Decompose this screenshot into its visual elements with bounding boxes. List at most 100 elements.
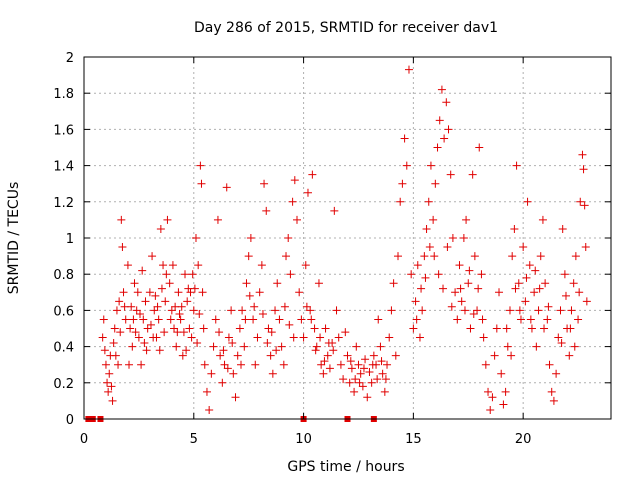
data-point <box>229 369 238 378</box>
data-point <box>453 315 462 324</box>
data-point <box>374 315 383 324</box>
y-tick-label: 0.6 <box>53 304 74 319</box>
data-point <box>146 320 155 329</box>
y-tick-label: 1.6 <box>53 123 74 138</box>
data-point <box>198 288 207 297</box>
x-tick-label: 20 <box>515 432 532 447</box>
data-point <box>543 315 552 324</box>
data-point <box>377 357 386 366</box>
data-point <box>373 375 382 384</box>
data-point <box>153 302 162 311</box>
data-point <box>320 357 329 366</box>
data-point <box>149 333 158 342</box>
data-point <box>574 315 583 324</box>
data-point <box>190 284 199 293</box>
data-point <box>245 291 254 300</box>
data-point <box>343 351 352 360</box>
data-point <box>286 270 295 279</box>
data-point <box>137 360 146 369</box>
data-point <box>289 333 298 342</box>
data-point <box>110 324 119 333</box>
data-point <box>439 284 448 293</box>
data-point <box>299 333 308 342</box>
data-point <box>209 342 218 351</box>
data-point <box>354 360 363 369</box>
y-tick-labels: 0 0.2 0.4 0.6 0.8 1 1.2 1.4 1.6 1.8 2 <box>53 51 74 428</box>
data-point <box>321 324 330 333</box>
data-point <box>549 396 558 405</box>
data-point <box>174 288 183 297</box>
data-point <box>367 378 376 387</box>
data-point <box>540 324 549 333</box>
data-point <box>554 333 563 342</box>
data-point <box>508 252 517 261</box>
data-point <box>526 315 535 324</box>
data-point <box>580 201 589 210</box>
data-point <box>121 315 130 324</box>
data-point <box>400 134 409 143</box>
data-point <box>156 224 165 233</box>
data-point <box>255 288 264 297</box>
data-point <box>547 387 556 396</box>
data-point <box>582 297 591 306</box>
data-point <box>569 279 578 288</box>
data-point <box>495 288 504 297</box>
data-point <box>290 176 299 185</box>
data-point <box>368 360 377 369</box>
data-point <box>135 310 144 319</box>
data-point <box>100 346 109 355</box>
data-point <box>133 288 142 297</box>
data-point <box>422 224 431 233</box>
data-point <box>197 179 206 188</box>
data-point <box>516 315 525 324</box>
data-point <box>575 288 584 297</box>
x-tick-label: 5 <box>190 432 198 447</box>
data-point <box>213 215 222 224</box>
data-point <box>394 252 403 261</box>
data-point <box>527 324 536 333</box>
x-axis-title: GPS time / hours <box>287 459 404 475</box>
data-point <box>186 288 195 297</box>
data-point <box>193 338 202 347</box>
data-point <box>378 369 387 378</box>
data-point <box>268 369 277 378</box>
data-point <box>435 116 444 125</box>
data-point <box>288 197 297 206</box>
data-point <box>571 252 580 261</box>
data-point <box>159 261 168 270</box>
data-point <box>324 338 333 347</box>
data-point <box>310 324 319 333</box>
data-point <box>481 360 490 369</box>
data-point <box>220 360 229 369</box>
data-point <box>148 252 157 261</box>
data-point <box>434 270 443 279</box>
data-point <box>266 351 275 360</box>
data-point <box>409 324 418 333</box>
data-point <box>566 324 575 333</box>
data-point <box>125 360 134 369</box>
data-point <box>185 324 194 333</box>
data-point <box>132 306 141 315</box>
data-point <box>512 161 521 170</box>
data-point <box>497 369 506 378</box>
data-point <box>455 261 464 270</box>
data-point <box>355 378 364 387</box>
data-point <box>98 333 107 342</box>
data-point <box>173 328 182 337</box>
data-point <box>218 378 227 387</box>
data-point <box>557 338 566 347</box>
data-point <box>474 284 483 293</box>
data-point <box>308 170 317 179</box>
data-point <box>356 369 365 378</box>
data-point <box>129 315 138 324</box>
data-point <box>188 270 197 279</box>
data-point <box>302 302 311 311</box>
data-point <box>341 328 350 337</box>
y-tick-label: 0 <box>66 413 74 428</box>
data-point <box>334 333 343 342</box>
data-point <box>363 393 372 402</box>
data-point <box>279 360 288 369</box>
data-point <box>446 170 455 179</box>
data-point <box>383 360 392 369</box>
